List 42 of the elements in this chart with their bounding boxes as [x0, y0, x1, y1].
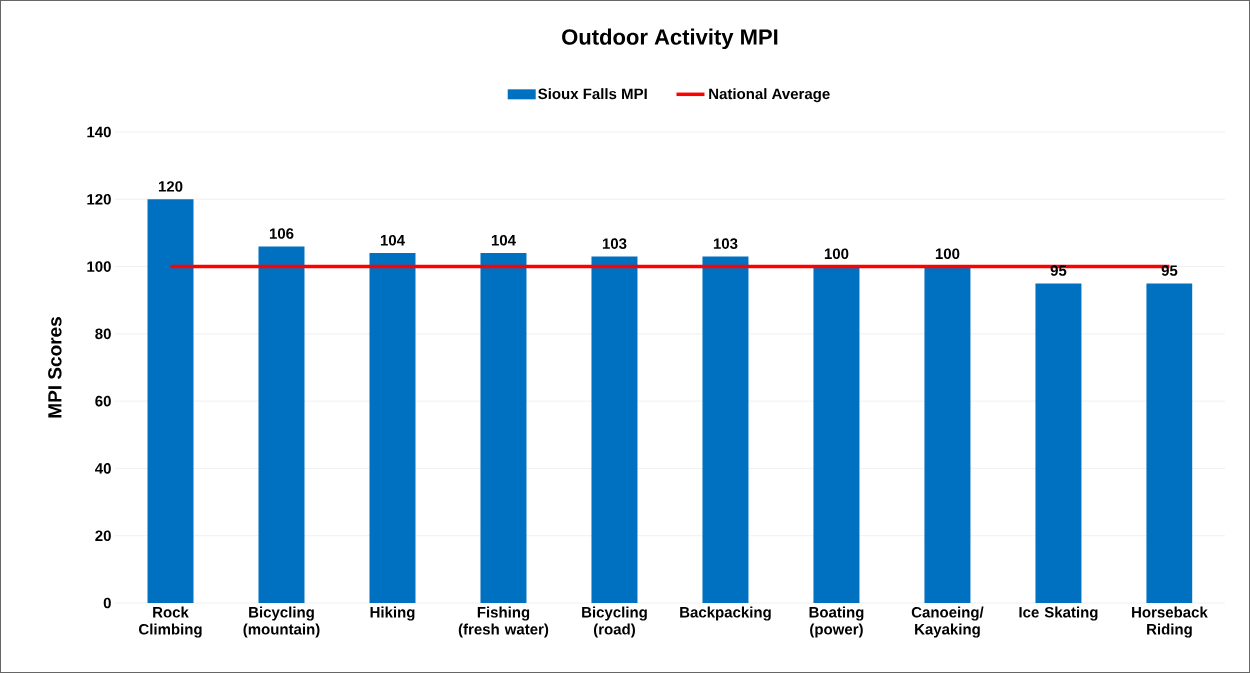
- data-label: 100: [824, 248, 849, 260]
- x-tick-label: Ice Skating: [1019, 606, 1098, 621]
- legend-label: Sioux Falls MPI: [538, 88, 647, 100]
- bar: [813, 266, 860, 603]
- legend-label: National Average: [709, 88, 830, 103]
- data-label: 95: [1161, 265, 1178, 276]
- chart-title: Outdoor Activity MPI: [562, 28, 778, 50]
- data-label: 103: [713, 238, 738, 249]
- x-tick-label: Canoeing/ Kayaking: [911, 606, 984, 638]
- y-axis-title: MPI Scores: [48, 317, 62, 418]
- bar: [147, 199, 194, 603]
- x-tick-label: Hiking: [370, 606, 415, 621]
- bar: [480, 253, 527, 603]
- data-label: 104: [491, 234, 516, 246]
- bar: [1035, 283, 1082, 603]
- x-tick-label: Backpacking: [680, 606, 771, 621]
- bar: [1146, 283, 1193, 603]
- y-tick-label: 100: [87, 261, 111, 272]
- x-tick-label: Bicycling (mountain): [243, 606, 320, 638]
- data-label: 103: [602, 238, 627, 249]
- bar: [924, 266, 971, 603]
- y-tick-label: 20: [95, 530, 111, 542]
- data-label: 100: [935, 248, 960, 260]
- bar: [702, 256, 749, 603]
- x-tick-label: Boating (power): [809, 606, 864, 638]
- data-label: 120: [158, 181, 183, 192]
- x-tick-label: Rock Climbing: [139, 606, 202, 638]
- y-tick-label: 40: [95, 463, 111, 474]
- bar: [258, 246, 305, 603]
- y-tick-label: 120: [87, 193, 111, 205]
- bar: [591, 256, 638, 603]
- data-label: 106: [269, 228, 294, 239]
- x-tick-label: Horseback Riding: [1132, 606, 1208, 638]
- y-tick-label: 60: [95, 395, 111, 407]
- x-tick-label: Fishing (fresh water): [458, 606, 549, 638]
- bar: [369, 253, 416, 603]
- data-label: 104: [380, 234, 405, 246]
- x-tick-label: Bicycling (road): [582, 606, 647, 638]
- y-tick-label: 80: [95, 328, 111, 340]
- y-tick-label: 140: [87, 126, 111, 138]
- y-tick-label: 0: [103, 597, 111, 609]
- data-label: 95: [1050, 265, 1067, 276]
